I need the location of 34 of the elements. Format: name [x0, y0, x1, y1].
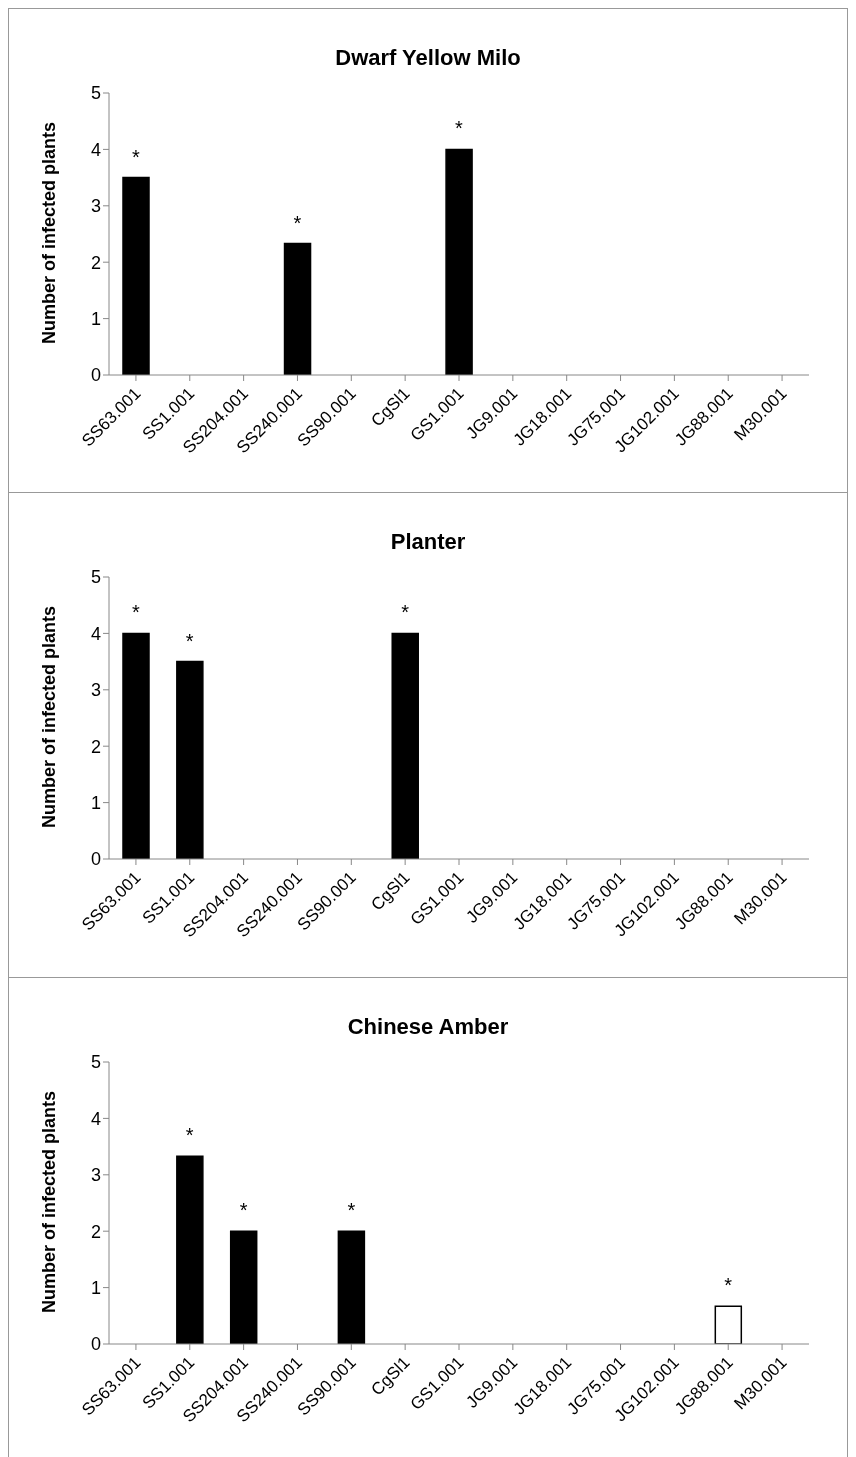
- y-axis-title: Number of infected plants: [39, 605, 60, 828]
- y-tick-label: 3: [90, 1165, 101, 1186]
- y-tick-label: 5: [90, 83, 101, 104]
- y-tick-label: 2: [90, 1221, 101, 1242]
- annotation: *: [455, 117, 464, 140]
- y-tick-label: 0: [90, 1334, 101, 1355]
- y-tick-label: 4: [90, 623, 101, 644]
- annotation: *: [185, 1124, 194, 1147]
- y-tick-label: 0: [90, 849, 101, 870]
- y-tick-label: 1: [90, 792, 101, 813]
- chart-title: Planter: [389, 528, 467, 556]
- y-tick-label: 5: [90, 567, 101, 588]
- y-axis-title: Number of infected plants: [39, 1090, 60, 1313]
- annotation: *: [132, 145, 141, 168]
- annotation: *: [293, 211, 302, 234]
- y-tick-label: 5: [90, 1052, 101, 1073]
- y-tick-label: 3: [90, 680, 101, 701]
- annotation: *: [132, 601, 141, 624]
- y-axis-title: Number of infected plants: [39, 121, 60, 344]
- y-tick-label: 2: [90, 736, 101, 757]
- y-tick-label: 0: [90, 365, 101, 386]
- y-tick-label: 3: [90, 196, 101, 217]
- y-tick-label: 1: [90, 1277, 101, 1298]
- y-tick-label: 4: [90, 1108, 101, 1129]
- annotation: *: [347, 1199, 356, 1222]
- annotation: *: [724, 1274, 733, 1297]
- chart-title: Dwarf Yellow Milo: [334, 44, 522, 72]
- annotation: *: [185, 629, 194, 652]
- y-tick-label: 1: [90, 308, 101, 329]
- annotation: *: [401, 601, 410, 624]
- y-tick-label: 4: [90, 139, 101, 160]
- chart-title: Chinese Amber: [346, 1013, 510, 1041]
- annotation: *: [239, 1199, 248, 1222]
- y-tick-label: 2: [90, 252, 101, 273]
